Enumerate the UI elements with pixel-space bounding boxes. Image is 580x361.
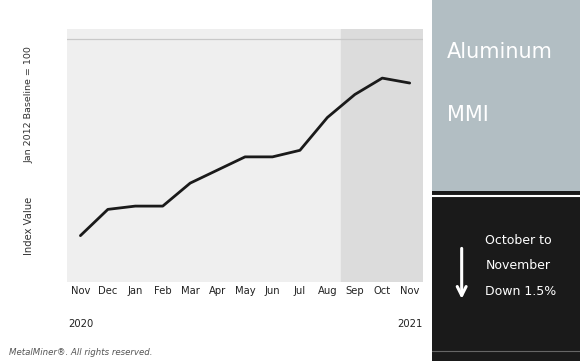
Text: Down 1.5%: Down 1.5% bbox=[485, 284, 557, 298]
Text: Aluminum: Aluminum bbox=[447, 42, 553, 62]
Text: MMI: MMI bbox=[447, 105, 488, 125]
Text: Index Value: Index Value bbox=[24, 197, 34, 255]
Bar bbox=[341, 29, 423, 282]
Text: October to: October to bbox=[485, 234, 552, 247]
Text: Jan 2012 Baseline = 100: Jan 2012 Baseline = 100 bbox=[25, 46, 34, 163]
Text: November: November bbox=[485, 259, 550, 272]
Text: 2021: 2021 bbox=[397, 319, 423, 329]
Text: MetalMiner®. All rights reserved.: MetalMiner®. All rights reserved. bbox=[9, 348, 152, 357]
Text: 2020: 2020 bbox=[68, 319, 93, 329]
